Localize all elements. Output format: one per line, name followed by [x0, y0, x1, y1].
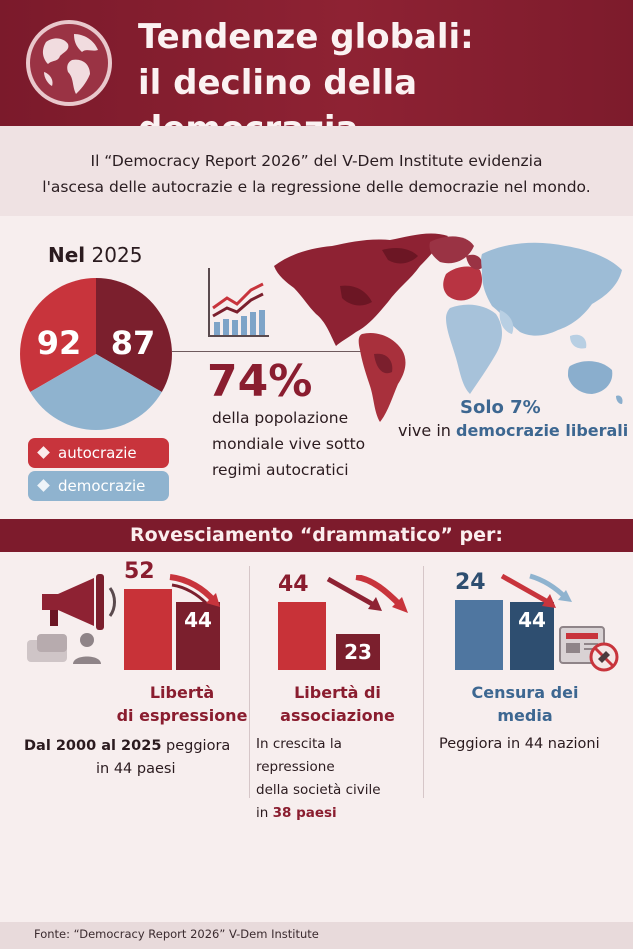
- globe-icon: [26, 20, 112, 106]
- intro-section: Il “Democracy Report 2026” del V-Dem Ins…: [0, 126, 633, 216]
- column-1-title-line-1: Libertà: [149, 683, 215, 702]
- title-line-1: Tendenze globali:: [138, 17, 474, 57]
- newspaper-banned-icon: [559, 626, 619, 672]
- year-label-bold: Nel: [48, 243, 86, 267]
- bar-label-panel-2-2: 23: [344, 640, 372, 664]
- column-2-text-line-2: della società civile: [256, 782, 381, 798]
- column-1-text-bold: Dal 2000 al 2025: [24, 738, 162, 754]
- map-europe: [443, 266, 482, 301]
- pie-slice-democracies-87: [96, 278, 172, 392]
- column-3-text-line-1: Peggiora in 44 nazioni: [439, 736, 600, 752]
- column-1-title: Libertà di espressione: [82, 681, 282, 727]
- column-3-title: Censura dei media: [435, 681, 615, 727]
- column-1-text: Dal 2000 al 2025 peggiora in 44 paesi: [24, 735, 250, 781]
- legend-autocracies: autocrazie: [28, 438, 169, 468]
- pie-slice-autocracies: [20, 278, 97, 392]
- intro-text: Il “Democracy Report 2026” del V-Dem Ins…: [20, 148, 613, 200]
- map-asia: [481, 242, 622, 336]
- column-3-title-line-2: media: [497, 706, 553, 725]
- pie-label-democracies: 87: [111, 324, 156, 362]
- bar-panel-1-1: [124, 589, 172, 670]
- column-2-title-line-1: Libertà di: [294, 683, 381, 702]
- map-africa: [446, 304, 502, 394]
- liberal-democracy-text: vive in democrazie liberali: [398, 421, 628, 440]
- arrow-down-icon: [169, 574, 220, 607]
- column-1-title-line-2: di espressione: [116, 706, 248, 725]
- bar-panel-2-2: [336, 634, 380, 670]
- intro-line-2: l'ascesa delle autocrazie e la regressio…: [42, 178, 591, 196]
- column-3-text: Peggiora in 44 nazioni: [439, 733, 629, 756]
- trend-chart-icon: [208, 268, 269, 337]
- population-percent: 74%: [207, 356, 313, 407]
- population-desc-line-1: della popolazione: [212, 409, 349, 427]
- year-label-value: 2025: [91, 243, 143, 267]
- arrow-down-icon-2: [326, 575, 408, 613]
- bar-panel-2-1: [278, 602, 326, 670]
- world-map: [274, 233, 623, 422]
- bar-label-panel-3-1: 24: [455, 570, 486, 595]
- chat-person-icon: [27, 633, 101, 664]
- legend-democracies: democrazie: [28, 471, 169, 501]
- bar-label-panel-3-2: 44: [518, 608, 546, 632]
- bar-panel-1-2: [176, 602, 220, 670]
- column-2-text-line-1: In crescita la repressione: [256, 736, 342, 775]
- column-3-title-line-1: Censura dei: [471, 683, 579, 702]
- column-2-text: In crescita la repressione della società…: [256, 733, 424, 825]
- column-divider-1: [249, 566, 250, 798]
- map-south-america: [358, 332, 406, 422]
- column-2-title-line-2: associazione: [280, 706, 395, 725]
- column-2-title: Libertà di associazione: [250, 681, 425, 727]
- arrow-down-icon-3: [500, 573, 572, 608]
- section-banner: Rovesciamento “drammatico” per:: [0, 519, 633, 552]
- pie-label-autocracies: 92: [37, 324, 82, 362]
- bar-label-panel-1-1: 52: [124, 559, 155, 584]
- bar-panel-3-2: [510, 602, 554, 670]
- population-desc-line-3: regimi autocratici: [212, 461, 349, 479]
- population-desc-line-2: mondiale vive sotto: [212, 435, 366, 453]
- column-2-text-pre: in: [256, 805, 273, 821]
- column-2-text-bold: 38 paesi: [272, 805, 337, 821]
- regime-pie-chart: 92 87: [20, 278, 172, 430]
- intro-line-1: Il “Democracy Report 2026” del V-Dem Ins…: [90, 152, 543, 170]
- pie-slice-democracies: [30, 354, 162, 430]
- bar-label-panel-2-1: 44: [278, 572, 309, 597]
- footer-source: Fonte: “Democracy Report 2026” V-Dem Ins…: [0, 922, 633, 949]
- column-1-text-line-2: in 44 paesi: [96, 761, 176, 777]
- bar-panel-3-1: [455, 600, 503, 670]
- megaphone-icon: [42, 574, 116, 630]
- column-1-text-rest: peggiora: [161, 738, 231, 754]
- map-north-america: [274, 233, 448, 346]
- pie-connector-line: [172, 351, 370, 352]
- liberal-democracy-pre: vive in: [398, 421, 456, 440]
- column-divider-2: [423, 566, 424, 798]
- liberal-democracy-bold: democrazie liberali: [455, 421, 629, 440]
- map-greenland: [429, 236, 474, 264]
- liberal-democracy-percent: Solo 7%: [460, 397, 541, 418]
- header: Tendenze globali: il declino della democ…: [0, 0, 633, 149]
- year-label: Nel 2025: [48, 243, 142, 267]
- bar-label-panel-1-2: 44: [184, 608, 212, 632]
- population-description: della popolazione mondiale vive sotto re…: [212, 405, 392, 483]
- map-australia: [568, 361, 613, 394]
